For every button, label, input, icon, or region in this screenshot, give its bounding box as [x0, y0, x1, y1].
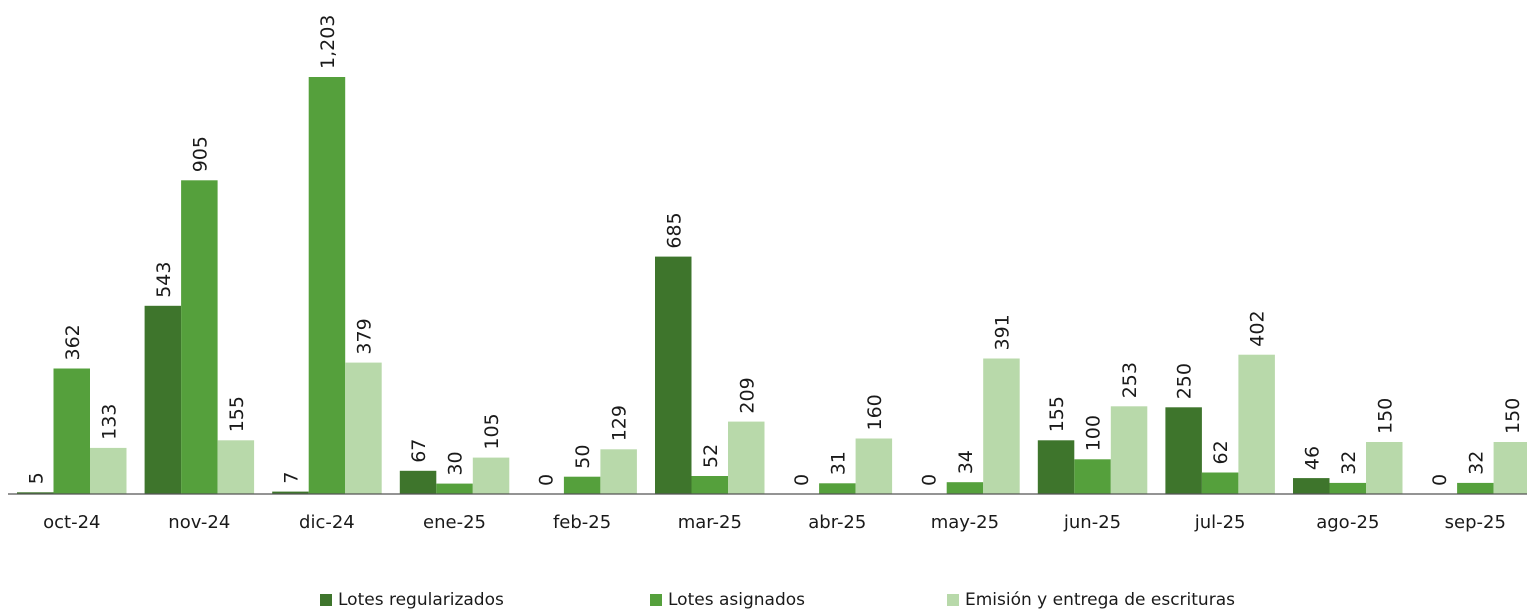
data-label-3-abr-25: 160: [864, 394, 886, 430]
data-label-1-jun-25: 155: [1046, 396, 1068, 432]
x-tick-label-jun-25: jun-25: [1063, 512, 1121, 533]
x-tick-labels-layer: oct-24 nov-24 dic-24 ene-25 feb-25 mar-25 abr-…: [43, 512, 1506, 533]
data-label-3-mar-25: 209: [736, 377, 758, 413]
data-label-3-feb-25: 129: [609, 405, 631, 441]
data-label-3-ene-25: 105: [481, 413, 503, 449]
bar-3-abr-25: [855, 438, 893, 494]
data-label-3-oct-24: 133: [98, 404, 120, 440]
x-tick-label-mar-25: mar-25: [678, 512, 742, 533]
data-label-1-sep-25: 0: [1429, 474, 1451, 486]
data-label-2-may-25: 34: [955, 450, 977, 474]
bar-2-mar-25: [691, 476, 728, 494]
x-tick-label-dic-24: dic-24: [299, 512, 355, 533]
x-tick-label-may-25: may-25: [931, 512, 999, 533]
bar-2-ago-25: [1329, 482, 1366, 494]
bar-2-sep-25: [1457, 482, 1494, 494]
bar-3-jun-25: [1110, 406, 1148, 494]
x-tick-label-abr-25: abr-25: [808, 512, 866, 533]
legend-item-regularizados: Lotes regularizados: [320, 590, 504, 610]
bar-1-jul-25: [1165, 407, 1202, 494]
bar-1-ene-25: [399, 470, 437, 494]
data-label-2-abr-25: 31: [827, 451, 849, 475]
bar-3-sep-25: [1493, 442, 1527, 494]
bar-2-dic-24: [308, 77, 346, 494]
legend: Lotes regularizados Lotes asignados Emis…: [0, 590, 1527, 614]
x-tick-label-oct-24: oct-24: [43, 512, 100, 533]
legend-item-escrituras: Emisión y entrega de escrituras: [947, 590, 1235, 610]
bars-layer: [17, 77, 1527, 495]
data-label-1-ene-25: 67: [408, 439, 430, 463]
legend-label-asignados: Lotes asignados: [668, 590, 805, 610]
bar-3-may-25: [983, 358, 1020, 494]
data-label-3-nov-24: 155: [226, 396, 248, 432]
data-label-2-sep-25: 32: [1465, 451, 1487, 475]
data-label-3-ago-25: 150: [1374, 398, 1396, 434]
bar-1-nov-24: [144, 305, 182, 494]
bar-2-oct-24: [53, 368, 90, 494]
data-label-3-jul-25: 402: [1247, 310, 1269, 346]
data-label-3-jun-25: 253: [1119, 362, 1141, 398]
data-label-1-jul-25: 250: [1174, 363, 1196, 399]
data-label-2-nov-24: 905: [189, 136, 211, 172]
legend-label-regularizados: Lotes regularizados: [338, 590, 504, 610]
x-tick-label-ene-25: ene-25: [423, 512, 486, 533]
bar-3-oct-24: [90, 447, 127, 494]
data-label-1-nov-24: 543: [153, 262, 175, 298]
x-tick-label-jul-25: jul-25: [1194, 512, 1246, 533]
bar-2-may-25: [946, 482, 984, 494]
bar-2-ene-25: [436, 483, 473, 494]
bar-3-dic-24: [345, 362, 382, 494]
x-tick-label-feb-25: feb-25: [553, 512, 611, 533]
bar-3-feb-25: [600, 449, 637, 494]
data-label-2-ene-25: 30: [445, 451, 467, 475]
bar-3-mar-25: [728, 421, 765, 494]
bar-3-jul-25: [1238, 354, 1275, 494]
bar-1-jun-25: [1037, 440, 1075, 494]
data-label-1-oct-24: 5: [25, 472, 47, 484]
legend-item-asignados: Lotes asignados: [650, 590, 805, 610]
data-label-1-mar-25: 685: [663, 212, 685, 248]
data-label-3-may-25: 391: [991, 314, 1013, 350]
bar-2-feb-25: [563, 476, 601, 494]
data-label-2-oct-24: 362: [62, 324, 84, 360]
data-label-1-ago-25: 46: [1301, 446, 1323, 470]
x-tick-label-ago-25: ago-25: [1316, 512, 1379, 533]
data-label-2-jun-25: 100: [1083, 415, 1105, 451]
bar-1-ago-25: [1293, 478, 1330, 494]
data-label-2-feb-25: 50: [572, 445, 594, 469]
bar-3-ago-25: [1366, 442, 1403, 494]
bar-1-dic-24: [272, 491, 309, 494]
legend-swatch-asignados: [650, 594, 662, 606]
x-tick-label-nov-24: nov-24: [168, 512, 230, 533]
legend-swatch-escrituras: [947, 594, 959, 606]
bar-chart: 5 362 133 543 905 155 7 1,203 379 67 30 105 0 50 129 68…: [8, 15, 1527, 533]
bar-2-jun-25: [1074, 459, 1111, 494]
bar-2-abr-25: [819, 483, 856, 494]
data-label-2-jul-25: 62: [1210, 440, 1232, 464]
bar-1-oct-24: [17, 492, 54, 494]
data-label-2-mar-25: 52: [700, 444, 722, 468]
data-label-1-abr-25: 0: [791, 474, 813, 486]
x-tick-label-sep-25: sep-25: [1445, 512, 1506, 533]
data-labels-layer: 5 362 133 543 905 155 7 1,203 379 67 30 105 0 50 129 68…: [25, 15, 1524, 486]
data-label-1-dic-24: 7: [280, 472, 302, 484]
data-label-3-sep-25: 150: [1502, 398, 1524, 434]
data-label-2-ago-25: 32: [1338, 451, 1360, 475]
data-label-1-feb-25: 0: [536, 474, 558, 486]
bar-3-nov-24: [217, 440, 255, 494]
legend-label-escrituras: Emisión y entrega de escrituras: [965, 590, 1235, 610]
bar-3-ene-25: [472, 457, 510, 494]
data-label-2-dic-24: 1,203: [317, 15, 339, 69]
legend-swatch-regularizados: [320, 594, 332, 606]
bar-2-jul-25: [1201, 472, 1239, 494]
data-label-1-may-25: 0: [918, 474, 940, 486]
bar-2-nov-24: [181, 180, 218, 495]
bar-1-mar-25: [655, 256, 692, 494]
data-label-3-dic-24: 379: [353, 318, 375, 354]
